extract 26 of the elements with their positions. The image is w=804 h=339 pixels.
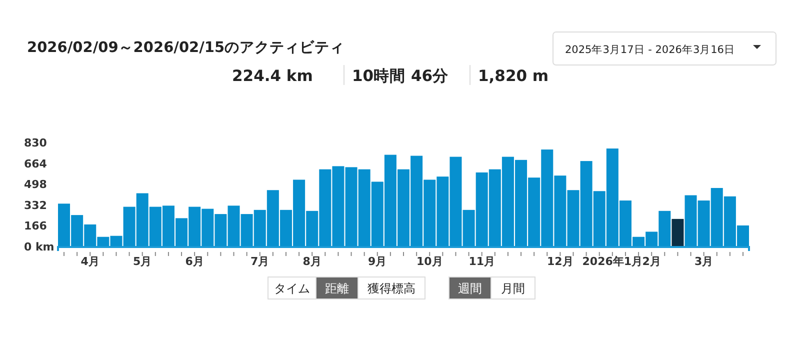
- x-tick-label: 4月: [80, 254, 100, 268]
- text: 10時間 46分: [352, 67, 450, 85]
- x-tick-label: 8月: [302, 254, 322, 268]
- y-tick-label: 0 km: [24, 240, 54, 254]
- text: 1,820 m: [478, 67, 549, 85]
- date-range-dropdown: 2025年3月17日 - 2026年3月16日: [552, 32, 776, 66]
- toggle-buttons: 週間 月間: [448, 276, 536, 300]
- x-tick-label: 7月: [250, 254, 270, 268]
- x-tick-label: 6月: [185, 254, 204, 268]
- x-tick-label: 10月: [416, 254, 443, 268]
- x-tick-label: 11月: [468, 254, 495, 268]
- x-tick-label: 2月: [642, 254, 661, 268]
- y-tick-label: 166: [24, 220, 48, 233]
- bar: [672, 218, 684, 247]
- x-tick-label: 9月: [368, 254, 387, 268]
- x-tick-label: 2026年1月: [582, 254, 643, 268]
- y-tick-label: 664: [24, 157, 48, 170]
- x-tick-label: 12月: [547, 254, 574, 268]
- x-tick-label: 3月: [694, 254, 714, 268]
- y-tick-label: 332: [24, 198, 47, 212]
- x-tick-label: 5月: [133, 254, 152, 268]
- toggle-buttons: タイム 距離 獲得標高: [268, 276, 426, 300]
- chart-title: 2026/02/09～2026/02/15のアクティビティ: [27, 39, 345, 56]
- y-tick-label: 830: [24, 136, 48, 150]
- y-tick-label: 498: [24, 178, 47, 192]
- text: 224.4 km: [232, 67, 313, 85]
